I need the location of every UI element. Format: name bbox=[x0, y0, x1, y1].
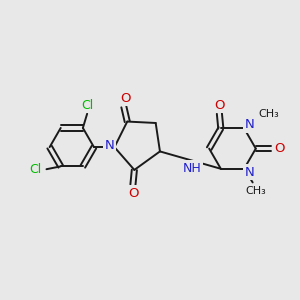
Text: O: O bbox=[274, 142, 284, 155]
Text: O: O bbox=[128, 187, 139, 200]
Text: NH: NH bbox=[182, 162, 201, 175]
Text: Cl: Cl bbox=[29, 163, 42, 176]
Text: O: O bbox=[215, 99, 225, 112]
Text: N: N bbox=[245, 166, 255, 179]
Text: N: N bbox=[105, 139, 115, 152]
Text: CH₃: CH₃ bbox=[245, 186, 266, 196]
Text: O: O bbox=[120, 92, 130, 105]
Text: Cl: Cl bbox=[82, 99, 94, 112]
Text: CH₃: CH₃ bbox=[258, 109, 279, 118]
Text: N: N bbox=[245, 118, 255, 131]
